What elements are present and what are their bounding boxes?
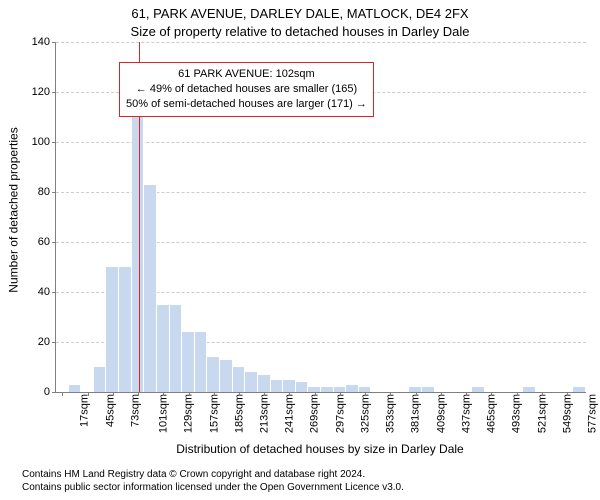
- x-tick-label: 241sqm: [284, 394, 296, 433]
- y-tick-label: 140: [32, 36, 50, 48]
- x-tick-label: 73sqm: [129, 394, 141, 427]
- annotation-line2: ← 49% of detached houses are smaller (16…: [126, 82, 367, 97]
- x-tick-mark: [542, 392, 543, 396]
- annotation-line1: 61 PARK AVENUE: 102sqm: [126, 67, 367, 82]
- y-tick-mark: [52, 242, 56, 243]
- histogram-bar: [523, 387, 536, 392]
- y-tick-label: 60: [38, 236, 50, 248]
- x-tick-label: 297sqm: [334, 394, 346, 433]
- y-tick-mark: [52, 142, 56, 143]
- histogram-bar: [207, 357, 220, 392]
- y-tick-mark: [52, 292, 56, 293]
- histogram-bar: [119, 267, 132, 392]
- y-tick-label: 100: [32, 136, 50, 148]
- histogram-bar: [245, 372, 258, 392]
- y-tick-label: 0: [44, 386, 50, 398]
- x-tick-mark: [62, 392, 63, 396]
- annotation-box: 61 PARK AVENUE: 102sqm ← 49% of detached…: [119, 62, 374, 117]
- x-axis-label: Distribution of detached houses by size …: [55, 442, 585, 456]
- histogram-bar: [106, 267, 119, 392]
- x-tick-label: 213sqm: [259, 394, 271, 433]
- histogram-bar: [422, 387, 435, 392]
- histogram-bar: [346, 385, 359, 393]
- plot-area: 02040608010012014017sqm45sqm73sqm101sqm1…: [55, 42, 586, 393]
- gridline: [56, 42, 586, 43]
- x-tick-mark: [189, 392, 190, 396]
- x-tick-mark: [340, 392, 341, 396]
- x-tick-mark: [315, 392, 316, 396]
- x-tick-mark: [416, 392, 417, 396]
- x-tick-label: 129sqm: [183, 394, 195, 433]
- x-tick-label: 465sqm: [486, 394, 498, 433]
- histogram-bar: [94, 367, 107, 392]
- footer: Contains HM Land Registry data © Crown c…: [22, 468, 404, 494]
- histogram-bar: [233, 367, 246, 392]
- x-tick-mark: [365, 392, 366, 396]
- x-tick-mark: [264, 392, 265, 396]
- x-tick-label: 269sqm: [309, 394, 321, 433]
- x-tick-mark: [138, 392, 139, 396]
- histogram-bar: [258, 375, 271, 393]
- x-tick-mark: [88, 392, 89, 396]
- histogram-bar: [195, 332, 208, 392]
- y-tick-mark: [52, 192, 56, 193]
- x-tick-mark: [441, 392, 442, 396]
- x-tick-mark: [214, 392, 215, 396]
- y-tick-mark: [52, 92, 56, 93]
- x-tick-label: 381sqm: [410, 394, 422, 433]
- histogram-bar: [321, 387, 334, 392]
- y-tick-label: 80: [38, 186, 50, 198]
- histogram-bar: [283, 380, 296, 393]
- x-tick-label: 45sqm: [104, 394, 116, 427]
- histogram-bar: [296, 382, 309, 392]
- x-tick-label: 157sqm: [208, 394, 220, 433]
- histogram-bar: [144, 185, 157, 393]
- histogram-bar: [69, 385, 82, 393]
- histogram-bar: [472, 387, 485, 392]
- x-tick-label: 437sqm: [460, 394, 472, 433]
- y-tick-mark: [52, 42, 56, 43]
- x-tick-mark: [567, 392, 568, 396]
- x-tick-label: 185sqm: [233, 394, 245, 433]
- x-tick-label: 549sqm: [561, 394, 573, 433]
- x-tick-label: 353sqm: [385, 394, 397, 433]
- histogram-bar: [170, 305, 183, 393]
- footer-line1: Contains HM Land Registry data © Crown c…: [22, 468, 404, 481]
- x-tick-label: 521sqm: [536, 394, 548, 433]
- histogram-bar: [220, 360, 233, 393]
- histogram-bar: [157, 305, 170, 393]
- x-tick-mark: [491, 392, 492, 396]
- y-tick-label: 120: [32, 86, 50, 98]
- title-sub: Size of property relative to detached ho…: [0, 24, 600, 39]
- title-main: 61, PARK AVENUE, DARLEY DALE, MATLOCK, D…: [0, 6, 600, 21]
- x-tick-label: 325sqm: [359, 394, 371, 433]
- y-tick-label: 20: [38, 336, 50, 348]
- x-tick-label: 409sqm: [435, 394, 447, 433]
- y-axis-label: Number of detached properties: [4, 0, 24, 420]
- x-tick-label: 577sqm: [587, 394, 599, 433]
- x-tick-mark: [289, 392, 290, 396]
- y-tick-label: 40: [38, 286, 50, 298]
- x-tick-mark: [390, 392, 391, 396]
- x-tick-mark: [113, 392, 114, 396]
- histogram-bar: [182, 332, 195, 392]
- x-tick-label: 101sqm: [158, 394, 170, 433]
- histogram-bar: [271, 380, 284, 393]
- histogram-bar: [573, 387, 586, 392]
- x-tick-mark: [239, 392, 240, 396]
- annotation-line3: 50% of semi-detached houses are larger (…: [126, 97, 367, 112]
- x-tick-label: 17sqm: [79, 394, 91, 427]
- y-tick-mark: [52, 392, 56, 393]
- x-tick-label: 493sqm: [511, 394, 523, 433]
- figure: 61, PARK AVENUE, DARLEY DALE, MATLOCK, D…: [0, 0, 600, 500]
- footer-line2: Contains public sector information licen…: [22, 481, 404, 494]
- x-tick-mark: [466, 392, 467, 396]
- y-tick-mark: [52, 342, 56, 343]
- x-tick-mark: [163, 392, 164, 396]
- x-tick-mark: [517, 392, 518, 396]
